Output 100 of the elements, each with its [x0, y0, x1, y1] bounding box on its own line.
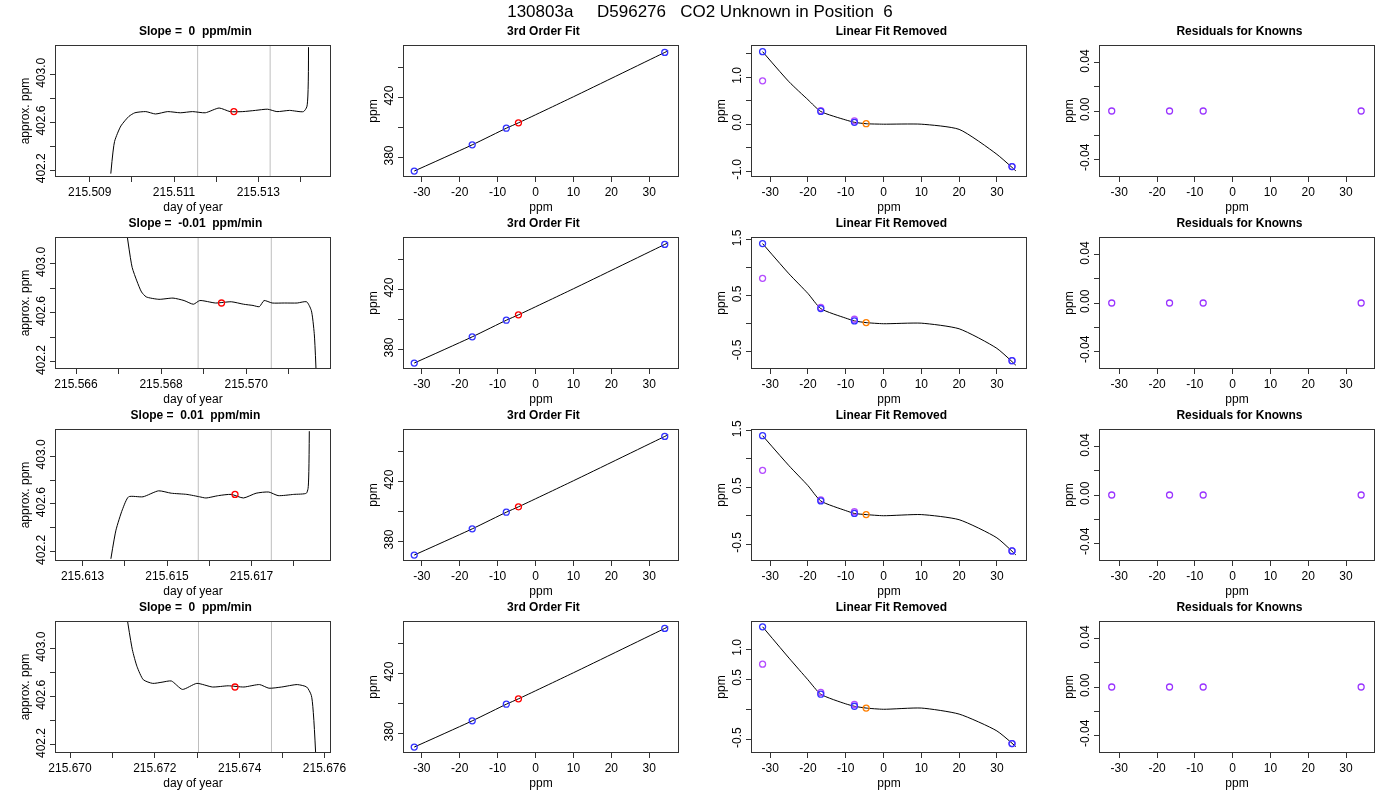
y-axis-title: ppm [365, 675, 380, 699]
chart-title: Residuals for Knowns [1176, 24, 1303, 39]
y-tick-label: -1.0 [730, 158, 745, 180]
y-tick-label: 402.6 [34, 105, 49, 136]
x-tick-label: -30 [761, 377, 780, 392]
x-tick-label: -30 [1110, 185, 1129, 200]
x-tick-label: 20 [952, 185, 967, 200]
y-axis-title: approx. ppm [17, 461, 32, 529]
x-axis-title: ppm [1225, 584, 1249, 599]
y-tick-label: -0.04 [1078, 527, 1093, 556]
y-axis-title: ppm [713, 291, 728, 315]
chart-title: Residuals for Knowns [1176, 216, 1303, 231]
x-tick-label: -20 [451, 185, 469, 200]
x-tick-label: -20 [799, 185, 817, 200]
y-tick-label: 402.2 [34, 534, 49, 565]
x-tick-label: 215.566 [54, 377, 99, 392]
x-tick-label: -20 [451, 569, 469, 584]
y-tick-label: -0.5 [730, 339, 745, 361]
x-tick-label: 30 [642, 569, 657, 584]
y-tick-label: 0.00 [1078, 481, 1093, 505]
y-tick-label: 0.00 [1078, 97, 1093, 121]
y-tick-label: -0.04 [1078, 335, 1093, 364]
x-tick-label: 215.513 [236, 185, 281, 200]
x-tick-label: 215.615 [145, 569, 190, 584]
y-tick-label: 402.6 [34, 295, 49, 327]
x-tick-label: 0 [880, 569, 888, 584]
y-axis-title: ppm [713, 483, 728, 507]
y-tick-label: 0.04 [1078, 241, 1093, 265]
x-tick-label: -30 [1110, 761, 1129, 776]
x-tick-label: -20 [451, 761, 469, 776]
x-tick-label: 30 [1339, 761, 1354, 776]
y-axis-title: ppm [1061, 483, 1076, 507]
y-tick-label: 402.2 [34, 727, 49, 758]
x-tick-label: 10 [1263, 761, 1278, 776]
x-tick-label: 215.613 [60, 569, 105, 584]
y-tick-label: 403.0 [34, 631, 49, 662]
x-tick-label: 20 [604, 569, 619, 584]
x-tick-label: -10 [488, 185, 507, 200]
x-axis-title: day of year [163, 200, 223, 215]
y-axis-title: ppm [713, 675, 728, 699]
x-tick-label: 10 [914, 185, 929, 200]
chart-title: 3rd Order Fit [507, 600, 580, 615]
x-tick-label: -30 [1110, 569, 1129, 584]
x-tick-label: -30 [413, 569, 431, 584]
y-axis-title: ppm [1061, 675, 1076, 699]
x-tick-label: 0 [532, 377, 540, 392]
y-tick-label: 380 [382, 721, 397, 742]
y-tick-label: 0.5 [730, 476, 745, 494]
x-tick-label: 30 [990, 377, 1004, 392]
chart-title: Slope = 0 ppm/min [138, 600, 252, 615]
y-tick-label: -0.5 [730, 726, 745, 748]
x-tick-label: -20 [799, 377, 817, 392]
chart-title: Residuals for Knowns [1176, 408, 1303, 423]
x-tick-label: -30 [761, 569, 780, 584]
y-axis-title: ppm [713, 99, 728, 123]
y-axis-title: approx. ppm [17, 77, 32, 145]
y-tick-label: 420 [382, 277, 397, 298]
x-tick-label: 215.570 [224, 377, 269, 392]
x-tick-label: -20 [1148, 377, 1167, 392]
y-tick-label: 0.00 [1078, 289, 1093, 313]
x-tick-label: -10 [1186, 185, 1204, 200]
x-axis-title: ppm [877, 776, 901, 791]
x-tick-label: 215.670 [48, 761, 93, 776]
text: 130803a D596276 CO2 Unknown in Position 6 [506, 1, 894, 23]
y-tick-label: 1.5 [730, 229, 745, 247]
chart-title: Linear Fit Removed [835, 408, 948, 423]
x-tick-label: 0 [880, 185, 888, 200]
x-tick-label: 0 [880, 377, 888, 392]
y-tick-label: 380 [382, 337, 397, 358]
y-axis-title: approx. ppm [17, 653, 32, 721]
y-axis-title: ppm [365, 291, 380, 315]
x-tick-label: 20 [952, 569, 967, 584]
x-tick-label: 0 [880, 761, 888, 776]
y-tick-label: -0.04 [1078, 143, 1093, 172]
x-tick-label: 30 [1339, 377, 1354, 392]
x-tick-label: 20 [604, 185, 619, 200]
x-tick-label: -30 [761, 761, 780, 776]
x-tick-label: -10 [1186, 761, 1204, 776]
chart-title: Slope = -0.01 ppm/min [128, 216, 263, 231]
x-tick-label: -10 [837, 761, 855, 776]
y-tick-label: 402.6 [34, 679, 49, 710]
x-axis-title: ppm [877, 584, 901, 599]
chart-title: Slope = 0.01 ppm/min [130, 408, 261, 423]
x-axis-title: ppm [1225, 776, 1249, 791]
x-axis-title: ppm [1225, 200, 1249, 215]
x-axis-title: ppm [877, 392, 901, 407]
x-tick-label: -30 [413, 185, 431, 200]
y-tick-label: 0.0 [730, 113, 745, 131]
x-tick-label: 30 [1339, 569, 1354, 584]
y-axis-title: ppm [365, 483, 380, 507]
x-axis-title: ppm [529, 776, 553, 791]
x-tick-label: -10 [837, 377, 855, 392]
x-tick-label: 10 [914, 377, 929, 392]
x-tick-label: 30 [642, 377, 657, 392]
chart-title: Slope = 0 ppm/min [138, 24, 252, 39]
y-tick-label: 403.0 [34, 246, 49, 277]
y-tick-label: 402.2 [34, 152, 49, 184]
x-tick-label: 0 [532, 185, 540, 200]
x-tick-label: -20 [1148, 761, 1167, 776]
x-tick-label: 30 [990, 569, 1004, 584]
